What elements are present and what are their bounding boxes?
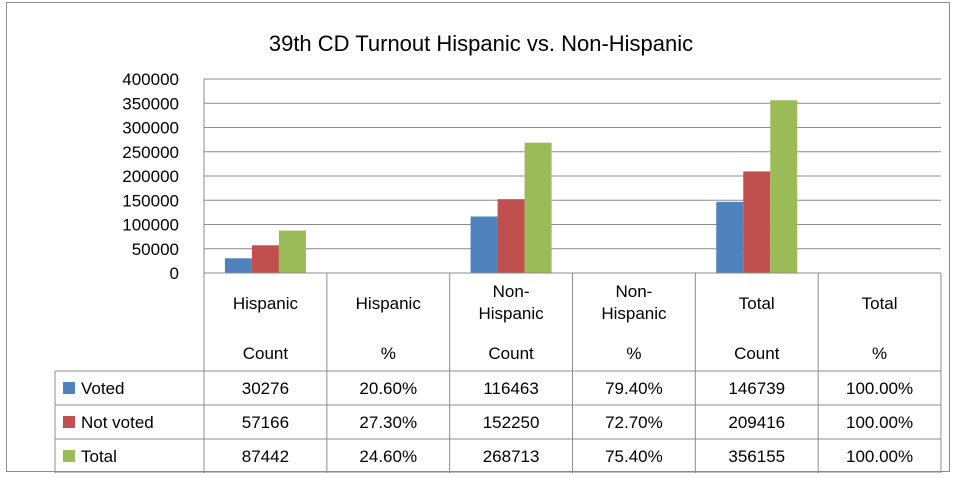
chart-frame: 400000 350000 300000 250000 200000 150000 1000… [6,2,950,473]
table-cell: 20.60% [359,379,417,398]
bar-voted [224,258,252,273]
table-cell: 27.30% [359,413,417,432]
bar-not-voted [743,171,771,273]
gridlines [203,78,941,274]
y-tick-label: 350000 [122,94,179,113]
category-label: Count [488,344,534,363]
table-cell: 75.40% [605,447,663,466]
series-name: Not voted [81,413,154,432]
category-label: Count [243,344,289,363]
bar-total [278,230,306,273]
bar-not-voted [251,245,279,273]
table-cell: 268713 [483,447,540,466]
category-label: Total [862,294,898,313]
y-tick-label: 50000 [132,240,179,259]
bars [224,100,921,273]
chart-title: 39th CD Turnout Hispanic vs. Non-Hispani… [269,31,693,56]
y-tick-label: 300000 [122,119,179,138]
table-cell: 100.00% [846,447,913,466]
table-cell: 24.60% [359,447,417,466]
series-name: Voted [81,379,125,398]
y-tick-label: 250000 [122,143,179,162]
y-tick-label: 100000 [122,216,179,235]
category-label: Count [734,344,780,363]
table-cell: 57166 [242,413,289,432]
category-label: Non- [493,282,530,301]
y-tick-label: 400000 [122,70,179,89]
bar-total [770,100,798,273]
category-label: Hispanic [233,294,299,313]
legend-key-not-voted [63,416,75,428]
y-tick-label: 200000 [122,167,179,186]
table-cell: 30276 [242,379,289,398]
bar-not-voted [497,199,525,273]
category-label: Total [739,294,775,313]
legend-key-voted [63,382,75,394]
table-cell: 100.00% [846,379,913,398]
category-label: Hispanic [478,304,544,323]
category-label: % [381,344,396,363]
data-table: Hispanic Count Hispanic% Non- Hispanic Count N… [54,272,942,473]
bar-voted [716,201,744,273]
table-cell: 152250 [483,413,540,432]
table-cell: 79.40% [605,379,663,398]
series-name: Total [81,447,117,466]
y-axis: 400000 350000 300000 250000 200000 150000 1000… [122,70,179,283]
bar-voted [470,216,498,273]
table-cell: 116463 [483,379,538,398]
table-cell: 72.70% [605,413,663,432]
table-cell: 100.00% [846,413,913,432]
category-label: % [626,344,641,363]
category-label: % [872,344,887,363]
category-label: Hispanic [601,304,667,323]
table-cell: 356155 [728,447,785,466]
table-cell: 209416 [728,413,785,432]
table-cell: 146739 [728,379,785,398]
category-label: Hispanic [356,294,422,313]
category-label: Non- [615,282,652,301]
legend-key-total [63,450,75,462]
y-tick-label: 150000 [122,191,179,210]
bar-total [524,142,552,273]
y-tick-label: 0 [170,264,179,283]
table-cell: 87442 [242,447,289,466]
chart-svg: 400000 350000 300000 250000 200000 150000 1000… [54,31,942,473]
